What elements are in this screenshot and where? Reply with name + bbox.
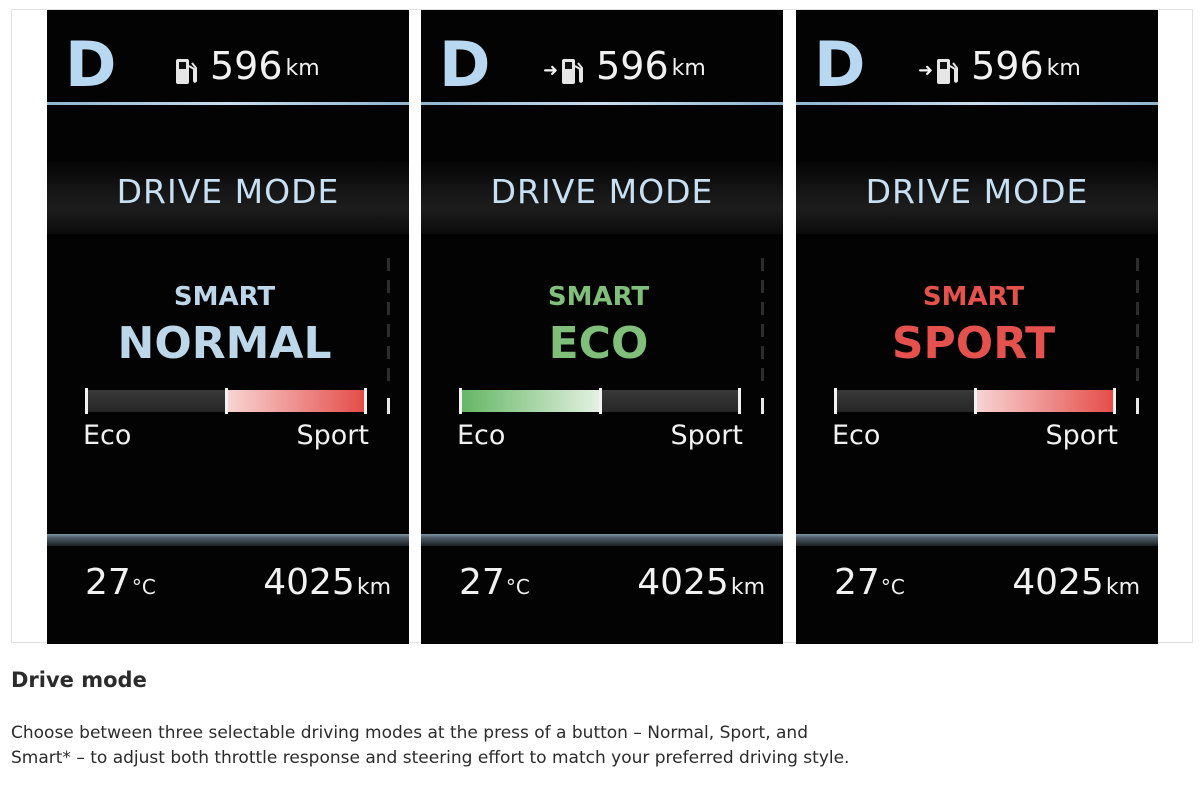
fuel-pump-icon xyxy=(937,59,959,84)
section-description: Choose between three selectable driving … xyxy=(11,723,850,768)
temp-value: 27 xyxy=(834,562,880,603)
outside-temperature: 27°C xyxy=(834,562,905,603)
temp-unit: °C xyxy=(880,575,905,599)
smart-label: SMART xyxy=(922,282,1025,312)
top-divider xyxy=(421,102,783,105)
fuel-range: 596 km xyxy=(175,46,320,86)
bar-tick-right xyxy=(1113,388,1116,414)
sport-label: Sport xyxy=(1045,420,1118,451)
drive-mode-title: DRIVE MODE xyxy=(116,172,340,211)
scroll-ticks xyxy=(387,258,390,418)
bottom-divider xyxy=(421,534,783,546)
temp-unit: °C xyxy=(131,575,156,599)
fuel-range: ➜ 596 km xyxy=(918,46,1081,86)
scroll-ticks xyxy=(1136,258,1139,418)
smart-label: SMART xyxy=(173,282,276,312)
cluster-panel-sport: D ➜ 596 km DRIVE MODE SMART SPORT Eco S xyxy=(796,10,1158,644)
odo-value: 4025 xyxy=(263,562,355,603)
title-band xyxy=(421,162,783,234)
bar-tick-left xyxy=(834,388,837,414)
bar-tick-mid xyxy=(225,388,228,414)
top-divider xyxy=(47,102,409,105)
bar-tick-mid xyxy=(974,388,977,414)
odometer: 4025km xyxy=(637,562,765,603)
mode-bar xyxy=(834,388,1116,414)
odo-unit: km xyxy=(1105,575,1140,600)
temp-unit: °C xyxy=(505,575,530,599)
gear-indicator: D xyxy=(814,28,866,101)
bottom-divider xyxy=(47,534,409,546)
outside-temperature: 27°C xyxy=(85,562,156,603)
outside-temperature: 27°C xyxy=(459,562,530,603)
odo-unit: km xyxy=(356,575,391,600)
drive-mode-title: DRIVE MODE xyxy=(865,172,1089,211)
title-band xyxy=(47,162,409,234)
cluster-panel-eco: D ➜ 596 km DRIVE MODE SMART ECO Eco Spo xyxy=(421,10,783,644)
cluster-panel-normal: D 596 km DRIVE MODE SMART NORMAL Eco Spo… xyxy=(47,10,409,644)
gear-indicator: D xyxy=(439,28,491,101)
section-heading: Drive mode xyxy=(11,668,147,692)
top-divider xyxy=(796,102,1158,105)
range-unit: km xyxy=(285,56,320,81)
fuel-pump-icon xyxy=(562,59,584,84)
bar-tick-right xyxy=(364,388,367,414)
range-value: 596 xyxy=(971,44,1044,88)
odo-value: 4025 xyxy=(637,562,729,603)
title-band xyxy=(796,162,1158,234)
bottom-divider xyxy=(796,534,1158,546)
eco-label: Eco xyxy=(832,420,881,451)
mode-bar-fill xyxy=(975,390,1116,412)
range-value: 596 xyxy=(596,44,669,88)
range-unit: km xyxy=(671,56,706,81)
mode-name: NORMAL xyxy=(117,318,332,369)
mode-name: ECO xyxy=(548,318,649,369)
gear-indicator: D xyxy=(65,28,117,101)
mode-bar xyxy=(459,388,741,414)
bar-tick-mid xyxy=(599,388,602,414)
eco-label: Eco xyxy=(83,420,132,451)
drive-mode-figure: D 596 km DRIVE MODE SMART NORMAL Eco Spo… xyxy=(11,9,1193,644)
bar-tick-left xyxy=(85,388,88,414)
odo-value: 4025 xyxy=(1012,562,1104,603)
mode-bar xyxy=(85,388,367,414)
range-unit: km xyxy=(1046,56,1081,81)
fuel-range: ➜ 596 km xyxy=(543,46,706,86)
odo-unit: km xyxy=(730,575,765,600)
drive-mode-title: DRIVE MODE xyxy=(490,172,714,211)
sport-label: Sport xyxy=(296,420,369,451)
temp-value: 27 xyxy=(85,562,131,603)
right-arrow-icon: ➜ xyxy=(918,60,934,81)
sport-label: Sport xyxy=(670,420,743,451)
smart-label: SMART xyxy=(547,282,650,312)
eco-label: Eco xyxy=(457,420,506,451)
mode-name: SPORT xyxy=(891,318,1056,369)
fuel-pump-icon xyxy=(176,59,197,84)
odometer: 4025km xyxy=(1012,562,1140,603)
bar-tick-right xyxy=(738,388,741,414)
odometer: 4025km xyxy=(263,562,391,603)
range-value: 596 xyxy=(210,44,283,88)
bar-tick-left xyxy=(459,388,462,414)
temp-value: 27 xyxy=(459,562,505,603)
scroll-ticks xyxy=(761,258,764,418)
mode-bar-fill xyxy=(226,390,367,412)
right-arrow-icon: ➜ xyxy=(543,60,559,81)
mode-bar-fill xyxy=(459,390,600,412)
